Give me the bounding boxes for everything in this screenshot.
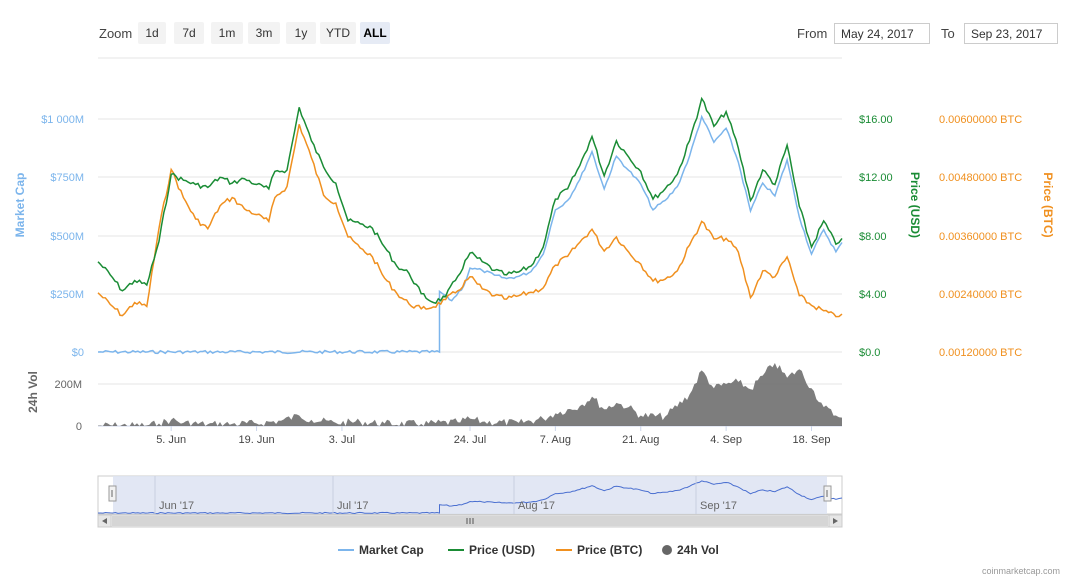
legend-price-usd[interactable]: Price (USD)	[448, 543, 535, 557]
zoom-3m-button[interactable]: 3m	[248, 22, 280, 44]
navigator-label: Jun '17	[159, 500, 194, 512]
price-usd-tick-label: $4.00	[859, 289, 887, 301]
zoom-1m-button[interactable]: 1m	[211, 22, 243, 44]
x-tick-label: 4. Sep	[710, 434, 742, 446]
market-cap-tick-label: $250M	[50, 289, 84, 301]
to-label: To	[941, 26, 955, 41]
price-btc-line	[97, 124, 843, 318]
zoom-1y-button[interactable]: 1y	[286, 22, 316, 44]
zoom-1d-button[interactable]: 1d	[138, 22, 166, 44]
volume-tick-label: 200M	[54, 379, 82, 391]
price-btc-tick-label: 0.00360000 BTC	[939, 231, 1022, 243]
x-tick-label: 7. Aug	[540, 434, 571, 446]
legend-market-cap-label: Market Cap	[359, 543, 424, 557]
volume-area	[98, 363, 842, 426]
legend-market-cap-swatch	[338, 549, 354, 551]
x-tick-label: 19. Jun	[239, 434, 275, 446]
legend-24h-vol-label: 24h Vol	[677, 543, 719, 557]
scrollbar-grip-icon	[466, 518, 474, 524]
legend-market-cap[interactable]: Market Cap	[338, 543, 424, 557]
legend-24h-vol[interactable]: 24h Vol	[662, 543, 719, 557]
volume-axis-title: 24h Vol	[26, 371, 40, 413]
market-cap-axis-title: Market Cap	[13, 173, 27, 238]
navigator-label: Sep '17	[700, 500, 737, 512]
market-cap-tick-label: $1 000M	[41, 114, 84, 126]
legend-price-btc-swatch	[556, 549, 572, 551]
market-cap-line	[97, 114, 843, 355]
navigator-series	[98, 480, 843, 515]
market-cap-tick-label: $0	[72, 347, 84, 359]
zoom-7d-button[interactable]: 7d	[174, 22, 204, 44]
scroll-right-arrow-icon	[833, 518, 838, 524]
legend-price-btc[interactable]: Price (BTC)	[556, 543, 642, 557]
price-usd-line	[97, 96, 843, 305]
legend-price-btc-label: Price (BTC)	[577, 543, 643, 557]
from-label: From	[797, 26, 828, 41]
x-tick-label: 3. Jul	[329, 434, 355, 446]
price-btc-tick-label: 0.00120000 BTC	[939, 347, 1022, 359]
price-usd-tick-label: $8.00	[859, 231, 887, 243]
legend-price-usd-swatch	[448, 549, 464, 551]
navigator-label: Aug '17	[518, 500, 555, 512]
from-date-input[interactable]: May 24, 2017	[834, 23, 930, 44]
legend-24h-vol-swatch	[662, 545, 672, 555]
price-usd-tick-label: $16.00	[859, 114, 893, 126]
scroll-left-arrow-icon	[102, 518, 107, 524]
navigator-label: Jul '17	[337, 500, 368, 512]
price-btc-tick-label: 0.00480000 BTC	[939, 172, 1022, 184]
scrollbar[interactable]	[97, 514, 843, 528]
legend-price-usd-label: Price (USD)	[469, 543, 536, 557]
volume-tick-label: 0	[76, 421, 82, 433]
price-btc-axis-title: Price (BTC)	[1041, 172, 1055, 237]
zoom-label: Zoom	[99, 26, 133, 41]
price-usd-tick-label: $12.00	[859, 172, 893, 184]
market-cap-tick-label: $750M	[50, 172, 84, 184]
price-btc-tick-label: 0.00240000 BTC	[939, 289, 1022, 301]
watermark: coinmarketcap.com	[981, 566, 1060, 576]
x-tick-label: 21. Aug	[622, 434, 659, 446]
volume-area-layer	[98, 363, 842, 426]
x-tick-label: 18. Sep	[793, 434, 831, 446]
x-tick-label: 24. Jul	[454, 434, 486, 446]
navigator-labels: Jun '17 Jul '17 Aug '17 Sep '17	[154, 476, 737, 514]
market-cap-tick-label: $500M	[50, 231, 84, 243]
navigator-line	[98, 480, 843, 515]
navigator[interactable]: Jun '17 Jul '17 Aug '17 Sep '17	[97, 475, 843, 515]
series-lines-layer	[97, 96, 843, 355]
price-usd-tick-label: $0.0	[859, 347, 880, 359]
axes-layer: $0 $250M $500M $750M $1 000M $0.0 $4.00 $8.00 $1…	[13, 114, 1055, 446]
zoom-ytd-button[interactable]: YTD	[320, 22, 356, 44]
to-date-input[interactable]: Sep 23, 2017	[964, 23, 1058, 44]
zoom-all-button[interactable]: ALL	[360, 22, 390, 44]
price-usd-axis-title: Price (USD)	[908, 172, 922, 238]
x-tick-label: 5. Jun	[156, 434, 186, 446]
price-btc-tick-label: 0.00600000 BTC	[939, 114, 1022, 126]
